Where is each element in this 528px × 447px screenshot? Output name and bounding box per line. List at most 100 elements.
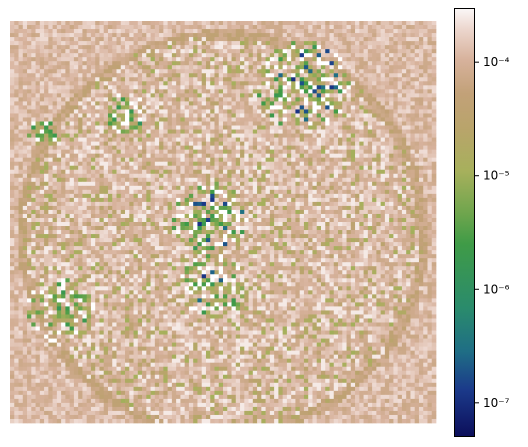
heatmap-cell: [163, 93, 168, 98]
heatmap-cell: [257, 61, 262, 66]
heatmap-cell: [406, 77, 411, 82]
heatmap-cell: [201, 193, 207, 199]
heatmap-cell: [193, 33, 198, 38]
heatmap-cell: [414, 145, 420, 150]
heatmap-cell: [176, 201, 181, 207]
heatmap-cell: [363, 85, 369, 90]
heatmap-cell: [99, 85, 105, 90]
heatmap-cell: [159, 101, 164, 106]
heatmap-cell: [431, 77, 437, 82]
heatmap-cell: [39, 93, 45, 98]
heatmap-cell: [389, 133, 394, 138]
heatmap-cell: [406, 85, 411, 90]
heatmap-cell: [384, 105, 390, 110]
heatmap-cell: [401, 117, 407, 122]
heatmap-cell: [312, 117, 318, 122]
heatmap-cell: [44, 145, 49, 150]
heatmap-cell: [231, 57, 237, 62]
heatmap-cell: [372, 201, 377, 207]
heatmap-cell: [380, 137, 386, 142]
heatmap-cell: [142, 129, 147, 134]
heatmap-cell: [274, 77, 279, 82]
heatmap-cell: [240, 57, 245, 62]
heatmap-cell: [299, 97, 305, 102]
heatmap-cell: [235, 125, 241, 130]
heatmap-cell: [231, 165, 237, 171]
heatmap-cell: [308, 149, 313, 155]
heatmap-cell: [52, 21, 58, 26]
heatmap-cell: [261, 109, 266, 114]
heatmap-cell: [269, 73, 275, 78]
heatmap-cell: [350, 53, 356, 58]
heatmap-cell: [252, 25, 258, 30]
heatmap-cell: [320, 69, 326, 74]
heatmap-cell: [210, 173, 215, 179]
heatmap-cell: [346, 193, 352, 199]
heatmap-cell: [129, 25, 134, 30]
heatmap-cell: [282, 125, 288, 130]
heatmap-cell: [231, 93, 237, 98]
heatmap-cell: [235, 81, 241, 86]
heatmap-cell: [342, 149, 347, 155]
heatmap-cell: [367, 169, 373, 175]
heatmap-cell: [201, 129, 207, 134]
heatmap-cell: [86, 105, 92, 110]
heatmap-cell: [22, 153, 28, 159]
heatmap-cell: [14, 197, 19, 203]
heatmap-cell: [312, 177, 318, 183]
heatmap-cell: [103, 209, 109, 215]
heatmap-cell: [274, 137, 279, 142]
heatmap-cell: [414, 141, 420, 146]
heatmap-cell: [265, 97, 271, 102]
heatmap-cell: [193, 145, 198, 150]
heatmap-cell: [82, 197, 88, 203]
heatmap-cell: [320, 189, 326, 195]
heatmap-cell: [163, 181, 168, 187]
heatmap-cell: [320, 117, 326, 122]
heatmap-cell: [333, 21, 339, 26]
heatmap-cell: [86, 101, 92, 106]
heatmap-cell: [210, 37, 215, 42]
heatmap-cell: [367, 133, 373, 138]
heatmap-cell: [359, 65, 364, 70]
heatmap-cell: [274, 157, 279, 163]
heatmap-cell: [350, 57, 356, 62]
heatmap-cell: [427, 169, 433, 175]
heatmap-cell: [223, 93, 228, 98]
heatmap-cell: [137, 73, 143, 78]
heatmap-cell: [350, 153, 356, 159]
heatmap-cell: [410, 209, 416, 215]
heatmap-cell: [393, 205, 399, 211]
heatmap-cell: [295, 125, 301, 130]
heatmap-cell: [431, 49, 437, 54]
heatmap-cell: [278, 41, 283, 46]
heatmap-cell: [193, 161, 198, 167]
heatmap-cell: [193, 77, 198, 82]
heatmap-cell: [142, 57, 147, 62]
heatmap-cell: [197, 213, 203, 219]
heatmap-cell: [107, 53, 113, 58]
heatmap-cell: [73, 113, 79, 118]
heatmap-cell: [261, 177, 266, 183]
heatmap-cell: [308, 129, 313, 134]
heatmap-cell: [223, 73, 228, 78]
heatmap-cell: [120, 77, 126, 82]
heatmap-cell: [210, 61, 215, 66]
heatmap-cell: [291, 57, 296, 62]
heatmap-cell: [107, 85, 113, 90]
heatmap-cell: [274, 33, 279, 38]
heatmap-cell: [223, 201, 228, 207]
heatmap-cell: [252, 133, 258, 138]
heatmap-cell: [295, 181, 301, 187]
heatmap-cell: [329, 193, 335, 199]
heatmap-cell: [167, 133, 173, 138]
heatmap-cell: [35, 177, 41, 183]
heatmap-cell: [333, 149, 339, 155]
heatmap-cell: [363, 97, 369, 102]
heatmap-cell: [120, 217, 126, 223]
heatmap-cell: [137, 169, 143, 175]
heatmap-cell: [397, 141, 403, 146]
heatmap-cell: [133, 61, 139, 66]
heatmap-cell: [150, 185, 156, 191]
heatmap-cell: [201, 201, 207, 207]
